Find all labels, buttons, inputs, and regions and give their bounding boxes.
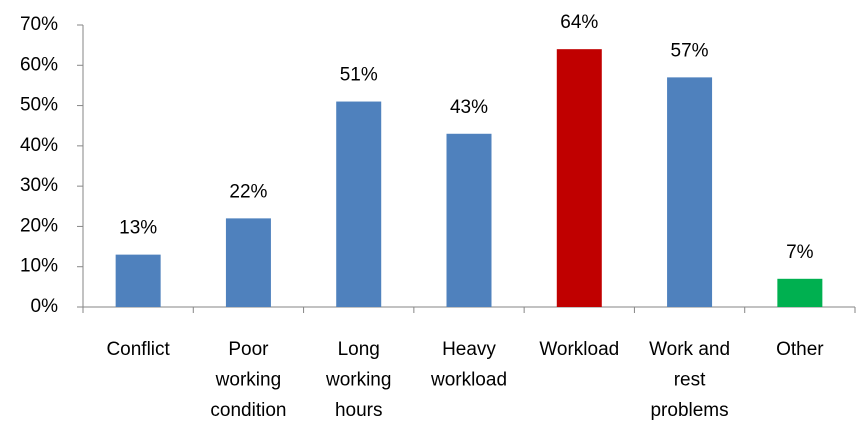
y-tick-label: 50% xyxy=(20,95,58,116)
bar xyxy=(777,278,823,307)
bar xyxy=(556,49,602,308)
bar xyxy=(336,101,382,308)
x-tick-label: Other xyxy=(776,339,824,360)
data-label: 22% xyxy=(229,181,267,202)
y-tick-label: 70% xyxy=(20,14,58,35)
x-tick-label: Heavy workload xyxy=(430,339,507,391)
data-label: 64% xyxy=(560,12,598,33)
y-tick-label: 10% xyxy=(20,256,58,277)
y-tick-label: 30% xyxy=(20,175,58,196)
bar xyxy=(225,218,271,307)
bar xyxy=(667,77,713,307)
x-tick-label: Poor working condition xyxy=(210,339,286,421)
data-label: 51% xyxy=(340,65,378,86)
x-tick-label: Workload xyxy=(539,339,619,360)
data-label: 43% xyxy=(450,97,488,118)
data-label: 13% xyxy=(119,218,157,239)
y-tick-label: 20% xyxy=(20,215,58,236)
x-tick-label: Long working hours xyxy=(325,339,391,421)
data-label: 57% xyxy=(671,40,709,61)
x-tick-label: Conflict xyxy=(106,339,170,360)
y-tick-label: 60% xyxy=(20,54,58,75)
data-label: 7% xyxy=(786,242,814,263)
y-tick-label: 0% xyxy=(31,296,59,317)
bar xyxy=(115,254,161,307)
y-tick-label: 40% xyxy=(20,135,58,156)
x-tick-label: Work and rest problems xyxy=(649,339,730,421)
bar xyxy=(446,133,492,307)
